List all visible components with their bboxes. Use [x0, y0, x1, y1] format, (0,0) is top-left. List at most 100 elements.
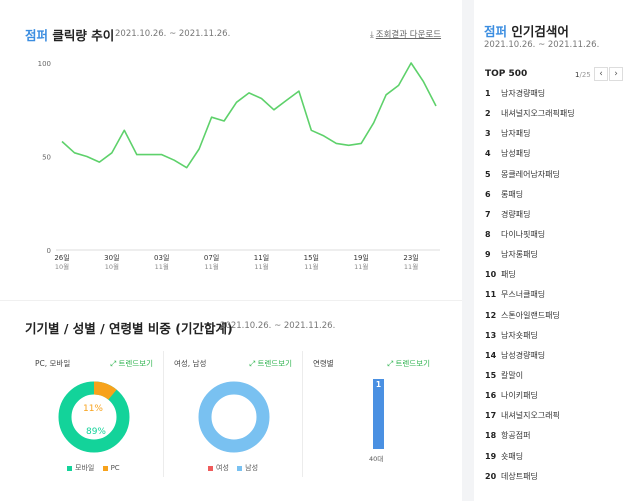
x-tick-month: 10월	[105, 262, 119, 271]
list-item[interactable]: 14 남성경량패딩	[485, 346, 625, 366]
x-tick-day: 19일	[354, 253, 369, 262]
popular-date: 2021.10.26. ~ 2021.11.26.	[484, 40, 600, 50]
breakdown-date: 2021.10.26. ~ 2021.11.26.	[220, 321, 336, 331]
rank-keyword: 내셔널지오그래픽	[501, 411, 560, 421]
x-tick-month: 11월	[204, 262, 218, 271]
device-trend-link[interactable]: ⤢ 트렌드보기	[110, 359, 153, 368]
list-item[interactable]: 1 남자경량패딩	[485, 84, 625, 104]
main-panel: 점퍼 클릭량 추이 2021.10.26. ~ 2021.11.26. ⤓ 조회결…	[0, 0, 462, 501]
list-item[interactable]: 5 몽클레어남자패딩	[485, 165, 625, 185]
rank-keyword: 몽클레어남자패딩	[501, 169, 560, 179]
click-trend-line	[61, 62, 437, 169]
list-item[interactable]: 3 남자패딩	[485, 124, 625, 144]
x-tick-month: 11월	[155, 262, 169, 271]
list-item[interactable]: 2 내셔널지오그래픽패딩	[485, 104, 625, 124]
rank-number: 12	[485, 310, 497, 320]
list-item[interactable]: 11 무스너클패딩	[485, 285, 625, 305]
age-bar-40s: 1	[373, 379, 384, 449]
rank-number: 8	[485, 229, 491, 239]
data-point[interactable]	[108, 149, 116, 157]
rank-keyword: 칼말이	[501, 370, 524, 380]
data-point[interactable]	[282, 96, 290, 104]
list-item[interactable]: 12 스톤아일랜드패딩	[485, 306, 625, 326]
list-item[interactable]: 15 칼말이	[485, 366, 625, 386]
list-item[interactable]: 8 다이나핏패딩	[485, 225, 625, 245]
x-tick-day: 15일	[304, 253, 319, 262]
data-point[interactable]	[83, 153, 91, 161]
rank-keyword: 경량패딩	[501, 209, 531, 219]
data-point[interactable]	[208, 113, 216, 121]
data-point[interactable]	[120, 126, 128, 134]
data-point[interactable]	[195, 145, 203, 153]
y-tick-label: 50	[42, 154, 51, 162]
x-tick-day: 11일	[254, 253, 269, 262]
list-item[interactable]: 13 남자숏패딩	[485, 326, 625, 346]
data-point[interactable]	[145, 151, 153, 159]
list-item[interactable]: 9 남자롱패딩	[485, 245, 625, 265]
x-tick-day: 26일	[54, 253, 69, 262]
data-point[interactable]	[220, 117, 228, 125]
data-point[interactable]	[382, 91, 390, 99]
keyword-rank-list: 1 남자경량패딩 2 내셔널지오그래픽패딩 3 남자패딩 4 남성패딩 5 몽클레어남자패딩 6 롱패…	[485, 84, 625, 487]
data-point[interactable]	[320, 132, 328, 140]
data-point[interactable]	[395, 81, 403, 89]
list-item[interactable]: 10 패딩	[485, 265, 625, 285]
data-point[interactable]	[133, 151, 141, 159]
list-item[interactable]: 17 내셔널지오그래픽	[485, 406, 625, 426]
next-page-button[interactable]: ›	[609, 67, 623, 81]
list-item[interactable]: 20 데상트패딩	[485, 467, 625, 487]
data-point[interactable]	[407, 59, 415, 67]
rank-number: 15	[485, 370, 497, 380]
data-point[interactable]	[257, 95, 265, 103]
mobile-swatch	[67, 465, 72, 471]
title-keyword: 점퍼	[25, 28, 49, 43]
popular-title-keyword: 점퍼	[484, 24, 508, 39]
gender-label: 여성, 남성	[174, 359, 207, 368]
list-item[interactable]: 6 롱패딩	[485, 185, 625, 205]
data-point[interactable]	[432, 102, 440, 110]
click-trend-title: 점퍼 클릭량 추이	[25, 25, 114, 44]
device-legend: 모바일 PC	[61, 463, 120, 473]
data-point[interactable]	[332, 139, 340, 147]
data-point[interactable]	[58, 138, 66, 146]
data-point[interactable]	[95, 158, 103, 166]
data-point[interactable]	[183, 164, 191, 172]
data-point[interactable]	[270, 106, 278, 114]
data-point[interactable]	[345, 141, 353, 149]
data-point[interactable]	[170, 156, 178, 164]
download-link[interactable]: ⤓ 조회결과 다운로드	[370, 28, 441, 40]
gender-legend: 여성 남성	[202, 463, 258, 473]
list-item[interactable]: 16 나이키패딩	[485, 386, 625, 406]
click-trend-chart: 05010026일10월30일10월03일11월07일11월11일11월15일1…	[38, 59, 440, 271]
data-point[interactable]	[158, 151, 166, 159]
download-icon: ⤓	[370, 30, 374, 40]
age-bar-label: 40대	[369, 455, 384, 463]
list-item[interactable]: 7 경량패딩	[485, 205, 625, 225]
data-point[interactable]	[233, 98, 241, 106]
popular-title: 점퍼 인기검색어	[484, 21, 569, 40]
gender-donut: 100%	[198, 381, 270, 453]
rank-number: 20	[485, 471, 497, 481]
data-point[interactable]	[295, 87, 303, 95]
trend-icon: ⤢	[387, 359, 396, 368]
list-item[interactable]: 18 항공점퍼	[485, 426, 625, 446]
gender-trend-link[interactable]: ⤢ 트렌드보기	[249, 359, 292, 368]
list-item[interactable]: 4 남성패딩	[485, 144, 625, 164]
data-point[interactable]	[357, 139, 365, 147]
data-point[interactable]	[420, 78, 428, 86]
pc-pct: 11%	[83, 404, 103, 414]
list-item[interactable]: 19 숏패딩	[485, 447, 625, 467]
rank-keyword: 남성패딩	[501, 149, 531, 159]
mobile-slice	[58, 381, 130, 453]
data-point[interactable]	[307, 126, 315, 134]
data-point[interactable]	[245, 89, 253, 97]
rank-number: 10	[485, 270, 497, 280]
x-tick-month: 11월	[404, 262, 418, 271]
x-tick-month: 10월	[55, 262, 69, 271]
data-point[interactable]	[70, 149, 78, 157]
age-trend-link[interactable]: ⤢ 트렌드보기	[387, 359, 430, 368]
data-point[interactable]	[370, 119, 378, 127]
top-label: TOP 500	[485, 69, 528, 79]
download-label: 조회결과 다운로드	[375, 30, 442, 40]
prev-page-button[interactable]: ‹	[594, 67, 608, 81]
